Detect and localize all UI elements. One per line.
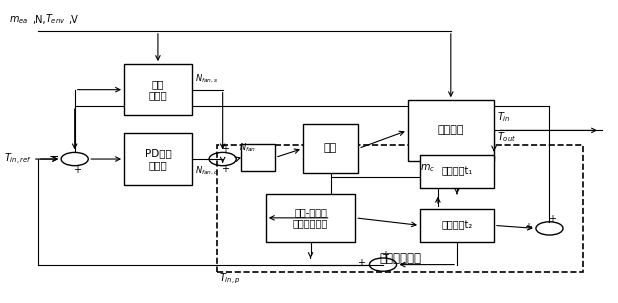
Text: 传输延迟t₂: 传输延迟t₂ [441, 220, 473, 230]
Bar [303, 124, 358, 173]
Bar [266, 194, 355, 242]
Text: ,V: ,V [69, 15, 78, 25]
Text: $N_{fan}$: $N_{fan}$ [239, 141, 256, 154]
Bar [124, 64, 192, 115]
Text: $T_{in}$: $T_{in}$ [497, 110, 510, 124]
Text: $N_{fan,s}$: $N_{fan,s}$ [195, 73, 219, 85]
Bar [241, 144, 275, 171]
Text: +: + [381, 250, 389, 260]
Text: +: + [357, 258, 365, 268]
Text: $T_{in,p}$: $T_{in,p}$ [219, 271, 240, 286]
Text: $N_{fan,c}$: $N_{fan,c}$ [195, 165, 219, 177]
Bar [420, 155, 494, 188]
Text: +: + [221, 164, 229, 174]
Text: $T_{env}$: $T_{env}$ [45, 12, 66, 26]
Bar [216, 145, 583, 272]
Text: 风扇: 风扇 [324, 144, 337, 154]
Text: +: + [524, 222, 532, 232]
Bar [124, 133, 192, 185]
Text: −: − [48, 151, 59, 164]
Text: +: + [221, 145, 229, 155]
Text: 冷却系统: 冷却系统 [438, 125, 464, 135]
Text: 风扇-散热器
出口水温模型: 风扇-散热器 出口水温模型 [293, 207, 328, 229]
Bar [420, 209, 494, 242]
Text: 史密斯预估器: 史密斯预估器 [379, 251, 421, 265]
Text: $m_{ea}$: $m_{ea}$ [9, 15, 28, 26]
Bar [408, 100, 494, 161]
Text: +: + [548, 214, 556, 224]
Text: +: + [73, 165, 81, 175]
Text: PD反馈
控制器: PD反馈 控制器 [145, 148, 171, 170]
Text: 前馈
控制器: 前馈 控制器 [148, 79, 167, 101]
Text: ,N,: ,N, [33, 15, 46, 25]
Text: $T_{out}$: $T_{out}$ [497, 130, 517, 144]
Text: $m_c$: $m_c$ [420, 162, 435, 174]
Text: $T_{in,ref}$: $T_{in,ref}$ [4, 152, 32, 167]
Text: 传输延迟t₁: 传输延迟t₁ [441, 166, 473, 176]
